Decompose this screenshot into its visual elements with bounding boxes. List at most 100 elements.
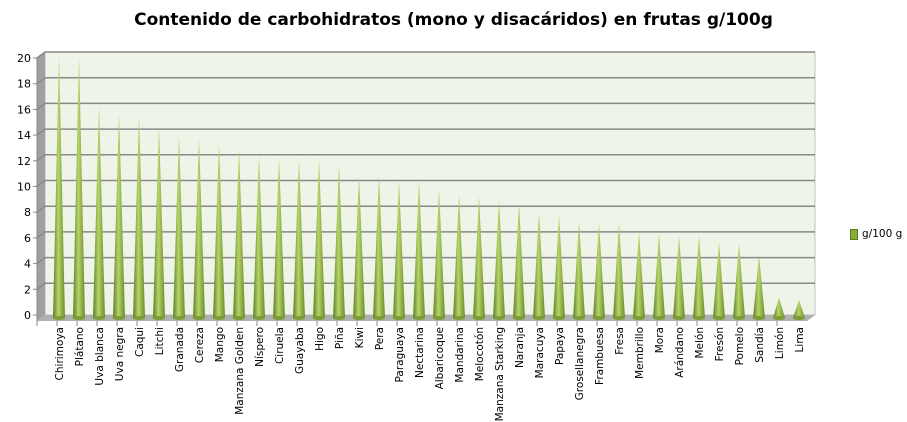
x-category-label: Melón	[694, 327, 706, 359]
x-category-label: Manzana Golden	[234, 327, 246, 415]
cone-bar	[93, 106, 105, 319]
cone-bar	[293, 158, 305, 318]
cone-base	[573, 316, 585, 320]
cone-bar	[113, 112, 125, 318]
y-tick-label: 10	[17, 181, 31, 194]
x-category-label: Cereza	[194, 327, 206, 363]
x-category-label: Lima	[794, 327, 806, 352]
legend-label: g/100 g	[862, 228, 903, 240]
cone-bar	[173, 135, 185, 318]
y-tick-label: 16	[17, 103, 31, 116]
cone-base	[413, 316, 425, 320]
x-category-label: Mora	[654, 327, 666, 353]
x-category-label: Naranja	[514, 327, 526, 368]
x-category-label: Papaya	[554, 327, 566, 365]
x-category-label: Granada	[174, 327, 186, 372]
y-tick-label: 14	[17, 129, 31, 142]
cone-bar	[53, 56, 65, 318]
cone-bar	[213, 143, 225, 318]
cone-bar	[633, 232, 645, 318]
y-tick-label: 6	[24, 232, 31, 245]
gridline	[36, 51, 815, 59]
x-category-label: Pomelo	[734, 327, 746, 365]
cone-bar	[453, 194, 465, 318]
cone-bar	[373, 175, 385, 318]
cone-bar	[653, 233, 665, 318]
gridline	[36, 102, 815, 111]
cone-bar	[773, 297, 785, 318]
x-category-label: Grosellanegra	[574, 327, 586, 400]
cone-bar	[153, 126, 165, 318]
cone-bar	[313, 158, 325, 318]
cone-base	[73, 316, 85, 320]
cone-bar	[333, 163, 345, 318]
cone-base	[393, 316, 405, 320]
plot-side-wall	[37, 52, 45, 321]
cone-bar	[493, 199, 505, 318]
cone-bar	[713, 242, 725, 318]
cone-bar	[273, 157, 285, 318]
x-category-label: Fresón	[714, 327, 726, 361]
cone-base	[133, 316, 145, 320]
cone-bar	[133, 115, 145, 318]
cone-base	[633, 316, 645, 320]
y-tick-label: 0	[24, 309, 31, 322]
cone-bar	[693, 235, 705, 318]
cone-base	[613, 316, 625, 320]
x-category-label: Ciruela	[274, 327, 286, 364]
cone-bar	[613, 223, 625, 318]
cone-bar	[753, 255, 765, 318]
y-tick-label: 2	[24, 283, 31, 296]
cone-base	[333, 316, 345, 320]
cone-base	[273, 316, 285, 320]
cone-base	[373, 316, 385, 320]
cone-base	[693, 316, 705, 320]
cone-base	[253, 316, 265, 320]
cone-bar	[73, 56, 85, 318]
chart-title: Contenido de carbohidratos (mono y disac…	[134, 10, 773, 30]
cone-base	[313, 316, 325, 320]
cone-base	[493, 316, 505, 320]
cone-base	[453, 316, 465, 320]
cone-base	[773, 316, 785, 320]
gridline	[36, 128, 815, 136]
cone-base	[233, 316, 245, 320]
x-category-label: Uva blanca	[94, 327, 106, 386]
x-category-label: Arándano	[674, 327, 686, 378]
cone-base	[753, 316, 765, 320]
x-category-label: Plátano	[74, 327, 86, 366]
x-category-label: Caqui	[134, 327, 146, 357]
cone-base	[153, 316, 165, 320]
cone-base	[93, 316, 105, 320]
x-category-label: Membrillo	[634, 327, 646, 379]
cone-base	[533, 316, 545, 320]
cone-base	[53, 316, 65, 320]
x-category-label: Piña	[334, 327, 346, 349]
cone-base	[193, 316, 205, 320]
y-tick-label: 4	[24, 258, 31, 271]
x-category-label: Melocotón	[474, 327, 486, 381]
cone-base	[733, 316, 745, 320]
x-category-label: Albaricoque	[434, 327, 446, 389]
gridline	[36, 154, 815, 162]
cone-bar	[673, 235, 685, 318]
cone-bar	[393, 180, 405, 318]
legend-swatch	[850, 228, 858, 240]
cone-bar	[793, 300, 805, 318]
cone-base	[513, 316, 525, 320]
x-category-label: Nectarina	[414, 327, 426, 378]
legend: g/100 g	[850, 228, 902, 240]
gridline	[36, 205, 815, 213]
gridline	[36, 179, 815, 188]
cone-bar	[473, 196, 485, 318]
x-category-label: Guayaba	[294, 327, 306, 374]
x-category-label: Fresa	[614, 327, 626, 355]
cone-base	[293, 316, 305, 320]
x-category-label: Mango	[214, 327, 226, 362]
cone-bar	[513, 202, 525, 318]
x-category-label: Níspero	[254, 327, 266, 367]
cone-bar	[413, 180, 425, 318]
x-category-label: Higo	[314, 327, 326, 351]
cone-base	[793, 316, 805, 320]
